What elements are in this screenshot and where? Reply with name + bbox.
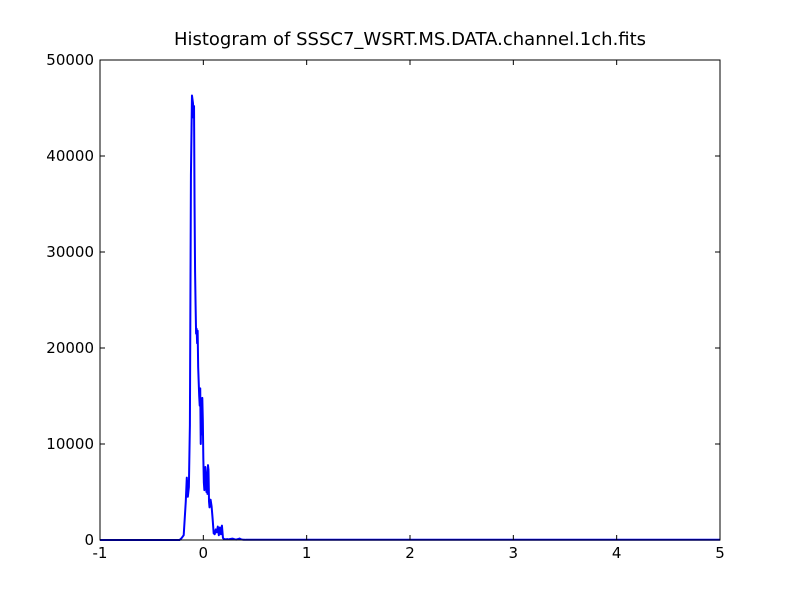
- x-tick-label: 2: [405, 544, 415, 562]
- x-tick-label: -1: [93, 544, 108, 562]
- x-tick-label: 0: [199, 544, 209, 562]
- chart-title: Histogram of SSSC7_WSRT.MS.DATA.channel.…: [174, 29, 646, 50]
- x-tick-label: 1: [302, 544, 312, 562]
- x-tick-label: 3: [509, 544, 519, 562]
- plot-background: [100, 60, 720, 540]
- y-tick-label: 20000: [46, 339, 94, 357]
- plot-area: [99, 59, 721, 541]
- y-tick-label: 30000: [46, 243, 94, 261]
- x-tick-label: 5: [715, 544, 725, 562]
- y-tick-label: 0: [84, 531, 94, 549]
- y-tick-label: 40000: [46, 147, 94, 165]
- x-tick-label: 4: [612, 544, 622, 562]
- y-tick-label: 10000: [46, 435, 94, 453]
- y-tick-label: 50000: [46, 51, 94, 69]
- plot-frame: [99, 59, 721, 541]
